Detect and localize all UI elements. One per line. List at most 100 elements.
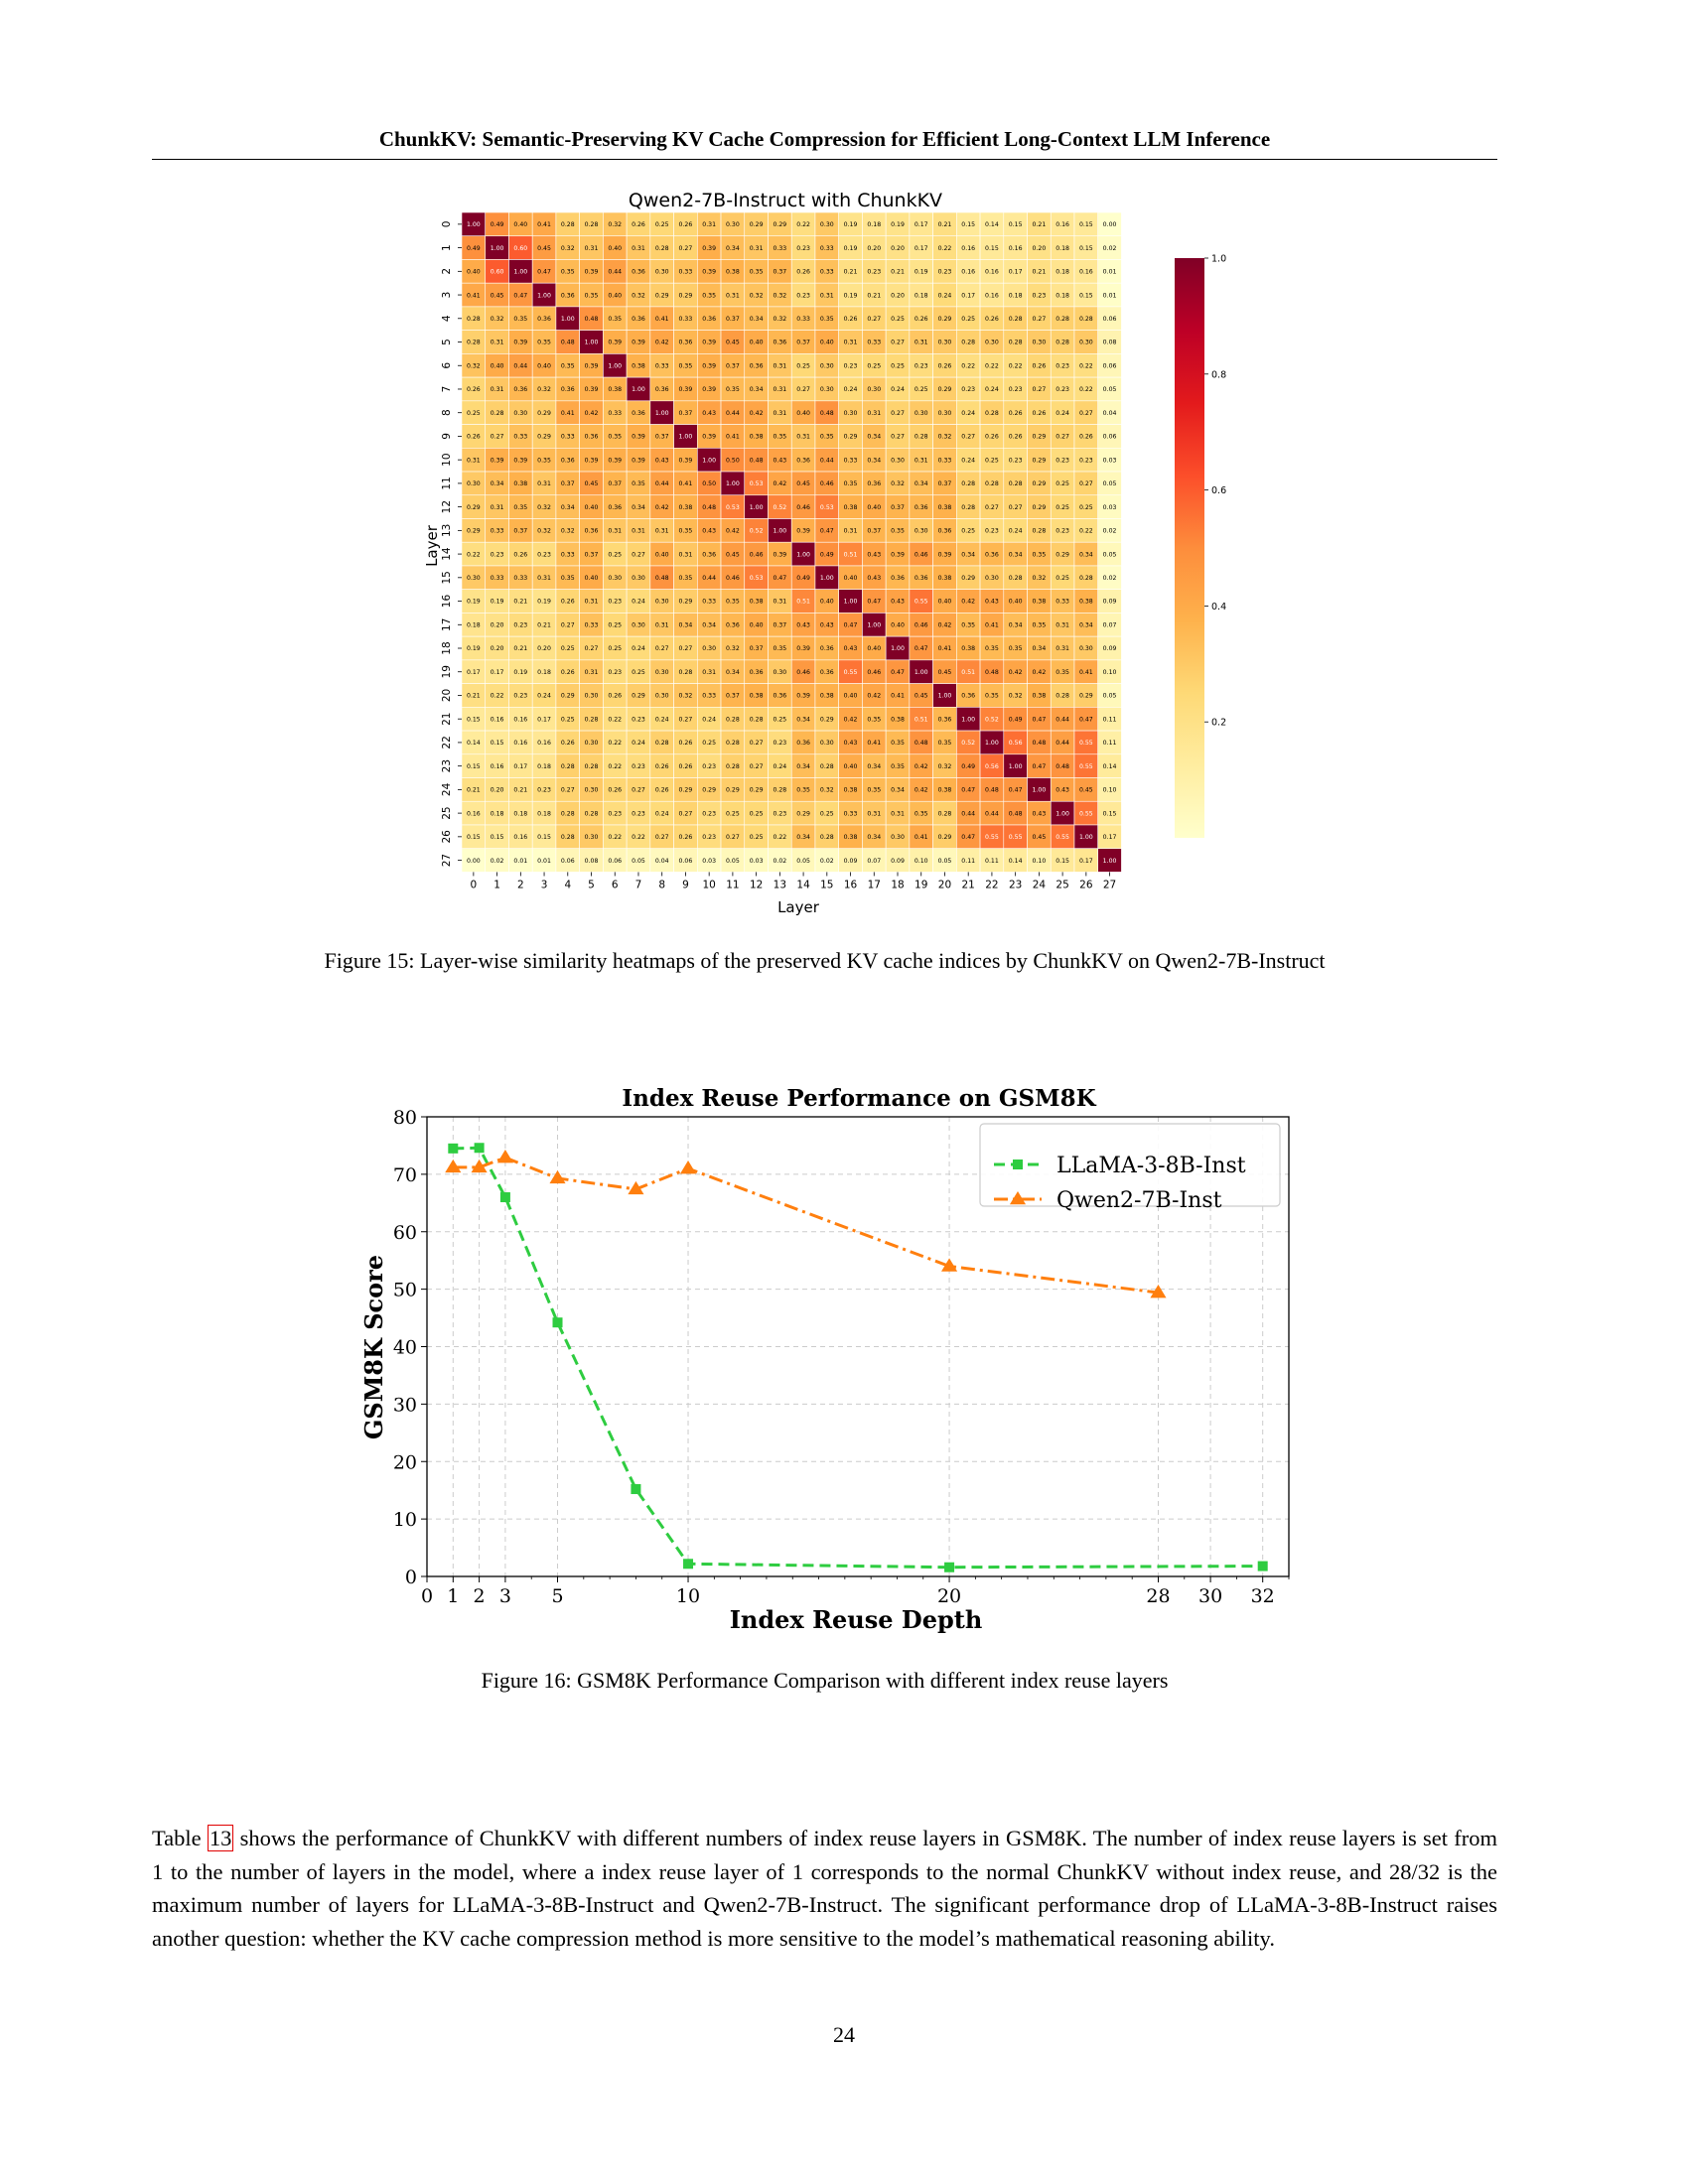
heatmap-cell-value: 0.17 [961,292,975,299]
heatmap-x-tick-label: 19 [914,879,927,890]
heatmap-cell-value: 0.30 [1079,340,1093,346]
heatmap-cell-value: 0.34 [1009,621,1023,628]
heatmap-cell-value: 0.21 [537,621,551,628]
heatmap-cell-value: 0.36 [796,740,810,747]
heatmap-cell-value: 0.37 [867,528,881,535]
heatmap-cell-value: 0.35 [561,362,575,369]
heatmap-cell-value: 0.49 [467,245,481,252]
heatmap-cell-value: 0.49 [1009,716,1023,723]
heatmap-cell-value: 0.30 [467,480,481,487]
heatmap-cell-value: 0.20 [1032,245,1046,252]
heatmap-cell-value: 0.31 [702,669,716,676]
colorbar-tick-label: 1.0 [1211,254,1226,265]
heatmap-cell-value: 0.47 [1032,716,1046,723]
heatmap-y-tick-label: 27 [441,854,453,867]
heatmap-x-tick-label: 15 [820,879,833,890]
heatmap-cell-value: 1.00 [961,716,975,723]
heatmap-cell-value: 0.29 [1032,504,1046,511]
heatmap-cell-value: 0.20 [491,787,504,794]
data-point [552,1317,563,1328]
heatmap-y-tick-label: 23 [441,759,453,772]
heatmap-cell-value: 0.36 [820,669,834,676]
heatmap-cell-value: 0.31 [585,669,599,676]
heatmap-x-tick-label: 21 [962,879,975,890]
heatmap-cell-value: 1.00 [726,480,740,487]
heatmap-cell-value: 0.07 [1103,621,1117,628]
heatmap-cell-value: 0.40 [537,362,551,369]
heatmap-cell-value: 0.40 [750,621,764,628]
heatmap-cell-value: 0.45 [726,340,740,346]
heatmap-cell-value: 0.05 [1103,480,1117,487]
heatmap-cell-value: 0.34 [750,316,764,323]
heatmap-cell-value: 0.35 [938,740,952,747]
heatmap-cell-value: 0.31 [891,810,905,817]
heatmap-cell-value: 0.34 [796,763,810,770]
heatmap-cell-value: 0.36 [561,386,575,393]
colorbar [1175,258,1204,838]
heatmap-cell-value: 0.30 [513,410,527,417]
heatmap-cell-value: 0.30 [632,621,645,628]
heatmap-cell-value: 0.48 [1055,763,1069,770]
heatmap-cell-value: 0.24 [961,410,975,417]
heatmap-cell-value: 0.29 [726,787,740,794]
heatmap-cell-value: 0.36 [914,504,928,511]
heatmap-cell-value: 0.28 [1009,480,1023,487]
heatmap-cell-value: 0.30 [655,693,669,700]
heatmap-cell-value: 0.25 [961,316,975,323]
heatmap-cell-value: 0.35 [561,575,575,582]
heatmap-cell-value: 0.43 [867,575,881,582]
heatmap-cell-value: 0.28 [726,716,740,723]
heatmap-cell-value: 0.15 [467,763,481,770]
series-line [453,1146,1263,1570]
colorbar-tick-label: 0.2 [1211,718,1226,729]
heatmap-cell-value: 0.32 [773,316,786,323]
heatmap-cell-value: 0.22 [773,834,786,841]
heatmap-cell-value: 0.31 [726,292,740,299]
heatmap-cell-value: 0.50 [726,457,740,464]
heatmap-cell-value: 0.39 [632,434,645,441]
heatmap-cell-value: 0.14 [467,740,481,747]
heatmap-cell-value: 0.41 [914,834,928,841]
heatmap-cell-value: 0.23 [1055,362,1069,369]
table-reference-link[interactable]: 13 [207,1825,234,1851]
heatmap-cell-value: 0.17 [1079,858,1093,865]
heatmap-x-tick-label: 0 [471,879,478,890]
heatmap-cell-value: 0.27 [1009,504,1023,511]
heatmap-cell-value: 0.34 [867,457,881,464]
heatmap-cell-value: 0.34 [867,834,881,841]
heatmap-cell-value: 0.43 [702,528,716,535]
heatmap-cell-value: 0.29 [938,386,952,393]
heatmap-cell-value: 0.30 [914,528,928,535]
heatmap-cell-value: 0.47 [820,528,834,535]
heatmap-cell-value: 0.39 [702,434,716,441]
heatmap-cell-value: 0.35 [867,716,881,723]
heatmap-cell-value: 0.40 [467,269,481,276]
heatmap-cell-value: 0.15 [985,245,999,252]
heatmap-cell-value: 1.00 [750,504,764,511]
heatmap-cell-value: 0.51 [914,716,928,723]
heatmap-cell-value: 0.06 [1103,362,1117,369]
heatmap-cell-value: 0.55 [1055,834,1069,841]
heatmap-cell-value: 0.28 [985,480,999,487]
heatmap-cell-value: 0.25 [1055,575,1069,582]
heatmap-cell-value: 0.47 [867,599,881,606]
heatmap-cell-value: 0.39 [608,457,622,464]
heatmap-cell-value: 0.48 [820,410,834,417]
heatmap-cell-value: 0.26 [1032,362,1046,369]
x-tick-label: 32 [1251,1585,1275,1607]
heatmap-cell-value: 0.36 [632,316,645,323]
heatmap-x-tick-label: 16 [844,879,858,890]
heatmap-cell-value: 1.00 [938,693,952,700]
heatmap-cell-value: 0.27 [1032,386,1046,393]
heatmap-cell-value: 0.14 [1103,763,1117,770]
heatmap-cell-value: 0.31 [773,386,786,393]
heatmap-cell-value: 0.35 [702,292,716,299]
heatmap-cell-value: 0.36 [726,621,740,628]
heatmap-cell-value: 0.25 [891,362,905,369]
heatmap-cell-value: 0.33 [608,410,622,417]
heatmap-cell-value: 0.25 [1079,504,1093,511]
heatmap-cell-value: 0.17 [1103,834,1117,841]
heatmap-cell-value: 0.18 [1009,292,1023,299]
heatmap-cell-value: 0.29 [467,528,481,535]
heatmap-cell-value: 0.30 [820,362,834,369]
